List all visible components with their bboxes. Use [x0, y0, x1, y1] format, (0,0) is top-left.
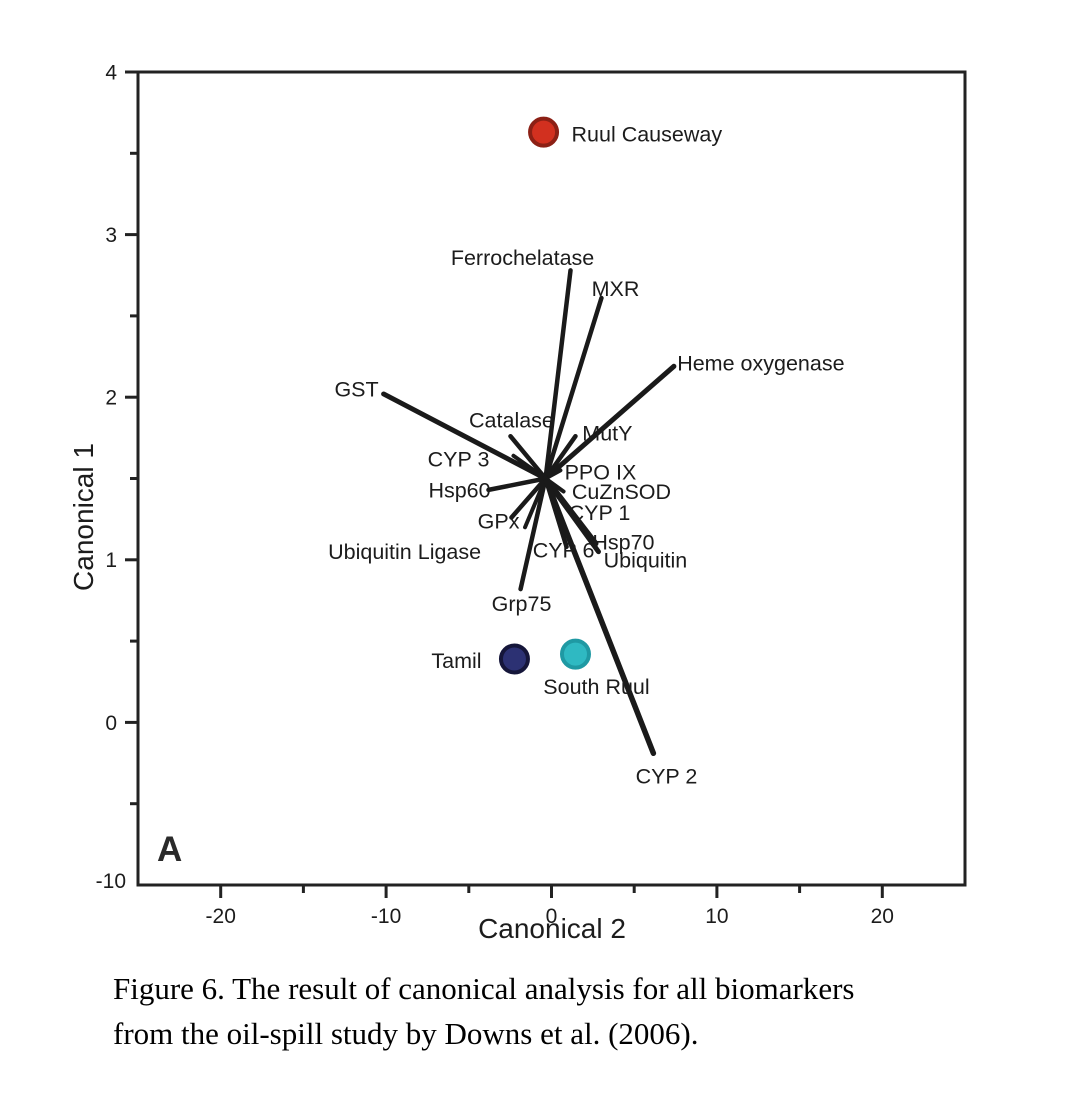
vector-line-cyp-2 — [542, 475, 657, 757]
y-tick-label: 3 — [105, 224, 117, 247]
vector-line-hsp60 — [486, 476, 548, 493]
vector-line-heme-oxygenase — [543, 363, 677, 481]
vector-label-mxr: MXR — [592, 277, 640, 301]
vector-label-cuznsod: CuZnSOD — [572, 480, 671, 504]
caption-line-1: Figure 6. The result of canonical analys… — [113, 971, 855, 1006]
vector-label-cyp-6: CYP 6 — [533, 539, 595, 563]
vector-label-muty: MutY — [582, 421, 632, 445]
site-point-tamil — [498, 643, 530, 675]
vector-label-cyp-3: CYP 3 — [428, 448, 490, 472]
vector-label-ppo-ix: PPO IX — [565, 461, 637, 485]
vector-label-hsp70: Hsp70 — [592, 530, 654, 554]
site-label-south-ruul: South Ruul — [543, 675, 649, 699]
x-tick-label: -20 — [206, 905, 236, 928]
vector-line-ubiquitin — [543, 476, 601, 555]
y-axis-title: Canonical 1 — [68, 443, 99, 591]
site-label-tamil: Tamil — [431, 649, 481, 673]
y-tick-label-bottom: -10 — [96, 870, 126, 893]
vector-label-grp75: Grp75 — [492, 592, 552, 616]
plot-border — [136, 70, 967, 887]
x-tick-label: 20 — [871, 905, 894, 928]
x-tick-label: -10 — [371, 905, 401, 928]
vector-label-cyp-1: CYP 1 — [569, 501, 631, 525]
vector-label-cyp-2: CYP 2 — [636, 765, 698, 789]
site-point-south-ruul — [559, 638, 591, 670]
vector-line-ferrochelatase — [543, 268, 573, 481]
vector-label-hsp60: Hsp60 — [428, 478, 490, 502]
y-tick-label: 2 — [105, 387, 117, 410]
vector-label-gst: GST — [334, 378, 378, 402]
x-axis-title: Canonical 2 — [478, 913, 626, 944]
x-tick-label: 10 — [705, 905, 728, 928]
site-point-ruul-causeway — [528, 116, 560, 148]
vector-label-ubiquitin: Ubiquitin — [604, 548, 688, 572]
caption-line-2: from the oil-spill study by Downs et al.… — [113, 1016, 699, 1051]
vector-line-gst — [381, 391, 549, 481]
vector-line-mxr — [543, 295, 604, 481]
vector-line-muty — [543, 433, 578, 481]
panel-label: A — [157, 830, 183, 869]
y-tick-label: 4 — [105, 61, 117, 84]
site-label-ruul-causeway: Ruul Causeway — [572, 122, 723, 146]
vector-line-catalase — [508, 433, 548, 481]
vector-label-ubiquitin-ligase: Ubiquitin Ligase — [328, 540, 481, 564]
vector-line-cyp-3 — [511, 453, 548, 481]
vector-label-catalase: Catalase — [469, 408, 554, 432]
vector-label-heme-oxygenase: Heme oxygenase — [677, 352, 844, 376]
vector-label-gpx: GPx — [478, 509, 520, 533]
y-tick-label: 1 — [105, 549, 117, 572]
vector-label-ferrochelatase: Ferrochelatase — [451, 246, 594, 270]
figure-caption: Figure 6. The result of canonical analys… — [113, 966, 1013, 1056]
vector-line-grp75 — [518, 476, 548, 592]
y-tick-label: 0 — [105, 712, 117, 735]
canonical-biplot-svg: -20 -10 0 10 2043210-10FerrochelataseMXRHeme… — [96, 61, 967, 928]
vector-line-gpx — [509, 476, 548, 520]
x-tick-label: 0 — [546, 905, 558, 928]
